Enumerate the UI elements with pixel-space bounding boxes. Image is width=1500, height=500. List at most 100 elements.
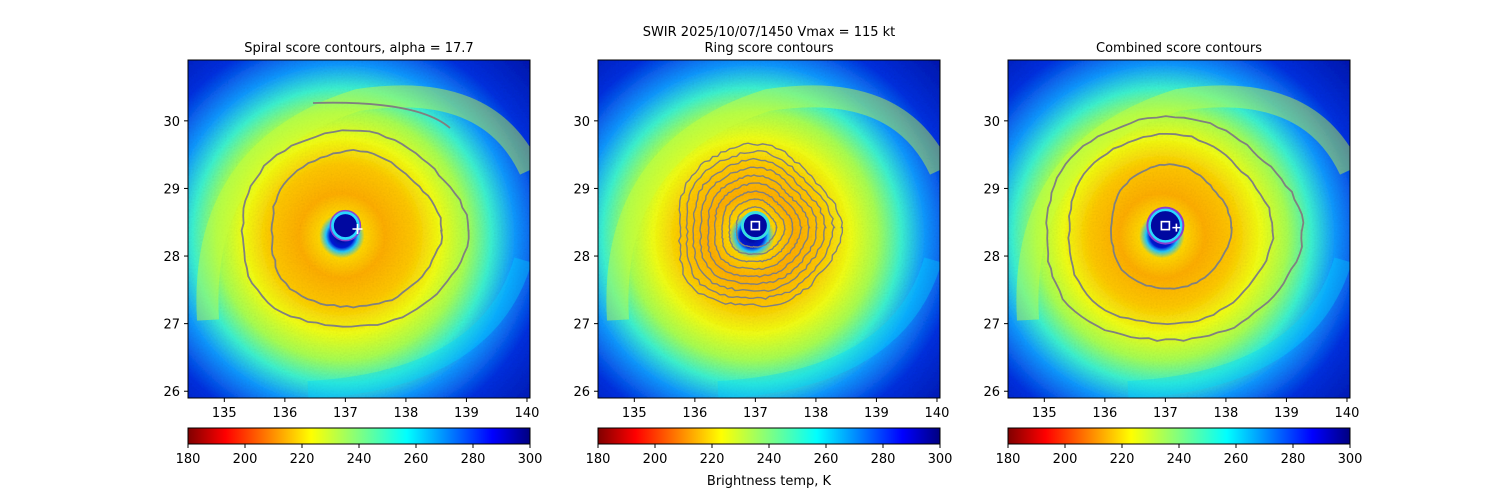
x-tick-label: 137 xyxy=(1153,406,1178,421)
colorbar-tick-label: 280 xyxy=(461,452,486,467)
y-tick-label: 26 xyxy=(573,385,590,400)
colorbar-tick-label: 200 xyxy=(233,452,258,467)
axes-frame xyxy=(1007,59,1351,399)
colorbar-label: Brightness temp, K xyxy=(707,474,832,489)
x-tick-label: 138 xyxy=(1213,406,1238,421)
colorbar xyxy=(597,427,941,445)
eye xyxy=(1147,208,1183,244)
colorbar-tick-label: 240 xyxy=(347,452,372,467)
x-tick-label: 135 xyxy=(622,406,647,421)
y-tick-label: 27 xyxy=(163,318,180,333)
ring-contour-0 xyxy=(735,205,778,248)
x-tick-label: 136 xyxy=(272,406,297,421)
x-tick-label: 140 xyxy=(1335,406,1360,421)
x-tick-label: 138 xyxy=(803,406,828,421)
colorbar-tick-label: 260 xyxy=(1224,452,1249,467)
ring-contour-7 xyxy=(685,149,836,300)
y-tick-label: 30 xyxy=(983,115,1000,130)
colorbar-tick-label: 200 xyxy=(643,452,668,467)
heatmap-image xyxy=(1008,60,1350,398)
contour-3 xyxy=(312,101,451,129)
contour-1 xyxy=(1110,163,1233,290)
colorbar-tick-label: 220 xyxy=(1110,452,1135,467)
x-tick-label: 135 xyxy=(212,406,237,421)
y-tick-label: 29 xyxy=(163,182,180,197)
eye-contour xyxy=(329,209,362,242)
y-tick-label: 30 xyxy=(573,115,590,130)
x-tick-label: 139 xyxy=(864,406,889,421)
colorbar-tick-label: 180 xyxy=(586,452,611,467)
ring-contour-3 xyxy=(713,182,803,271)
contour-1 xyxy=(270,148,444,309)
panel-2: Ring score contours 135 136 137 138 139 140 26 2… xyxy=(573,41,952,467)
x-tick-label: 139 xyxy=(1274,406,1299,421)
colorbar-tick-label: 200 xyxy=(1053,452,1078,467)
panel-title: Combined score contours xyxy=(1096,41,1262,56)
inner-ring xyxy=(741,211,770,240)
center-marker xyxy=(750,220,761,231)
y-tick-label: 27 xyxy=(573,318,590,333)
y-tick-label: 26 xyxy=(163,385,180,400)
outer-band xyxy=(307,257,530,398)
ring-contour-2 xyxy=(721,190,794,263)
colorbar-tick-label: 280 xyxy=(1281,452,1306,467)
center-plus xyxy=(352,224,363,234)
y-tick-label: 26 xyxy=(983,385,1000,400)
colorbar-tick-label: 260 xyxy=(404,452,429,467)
colorbar-tick-label: 300 xyxy=(928,452,953,467)
outer-band xyxy=(717,257,940,398)
panel-1: Spiral score contours, alpha = 17.7 135 13… xyxy=(163,41,542,467)
y-tick-label: 29 xyxy=(983,182,1000,197)
contour-2 xyxy=(240,129,470,328)
colorbar-tick-label: 180 xyxy=(996,452,1021,467)
x-tick-label: 136 xyxy=(1092,406,1117,421)
rainband xyxy=(606,85,940,321)
figure-suptitle: SWIR 2025/10/07/1450 Vmax = 115 kt xyxy=(643,25,896,40)
outer-band xyxy=(1127,257,1350,398)
panel-title: Spiral score contours, alpha = 17.7 xyxy=(244,41,473,56)
y-tick-label: 30 xyxy=(163,115,180,130)
x-tick-label: 140 xyxy=(515,406,540,421)
eye xyxy=(330,211,360,241)
x-tick-label: 137 xyxy=(333,406,358,421)
x-tick-label: 140 xyxy=(925,406,950,421)
colorbar-tick-label: 280 xyxy=(871,452,896,467)
ring-contour-5 xyxy=(699,166,818,286)
y-tick-label: 28 xyxy=(573,250,590,265)
ring-contour-1 xyxy=(728,198,786,256)
contour-lines xyxy=(1045,115,1305,342)
axes-frame xyxy=(187,59,531,399)
heatmap-image xyxy=(598,60,940,398)
y-tick-label: 28 xyxy=(163,250,180,265)
center-marker xyxy=(1160,220,1181,232)
x-tick-label: 135 xyxy=(1032,406,1057,421)
y-tick-label: 28 xyxy=(983,250,1000,265)
x-tick-label: 136 xyxy=(682,406,707,421)
ring-contour-8 xyxy=(677,142,844,308)
x-tick-label: 139 xyxy=(454,406,479,421)
y-tick-label: 29 xyxy=(573,182,590,197)
panel-title: Ring score contours xyxy=(704,41,833,56)
axes-frame xyxy=(597,59,941,399)
contour-lines xyxy=(240,101,470,328)
contour-2 xyxy=(1067,133,1275,326)
eye-contour xyxy=(1146,206,1185,245)
center-square xyxy=(750,220,761,231)
heatmap-image xyxy=(188,60,530,398)
colorbar-tick-label: 180 xyxy=(176,452,201,467)
x-tick-label: 137 xyxy=(743,406,768,421)
contour-3 xyxy=(1045,115,1305,342)
panels: Spiral score contours, alpha = 17.7 135 13… xyxy=(163,41,1362,467)
x-tick-label: 138 xyxy=(393,406,418,421)
colorbar xyxy=(1007,427,1351,445)
y-tick-label: 27 xyxy=(983,318,1000,333)
center-square xyxy=(1160,220,1171,231)
colorbar-tick-label: 220 xyxy=(290,452,315,467)
center-marker xyxy=(352,224,363,234)
ring-contour-6 xyxy=(692,157,827,293)
colorbar xyxy=(187,427,531,445)
contour-lines xyxy=(677,142,844,308)
center-plus xyxy=(1172,223,1181,232)
colorbar-tick-label: 220 xyxy=(700,452,725,467)
